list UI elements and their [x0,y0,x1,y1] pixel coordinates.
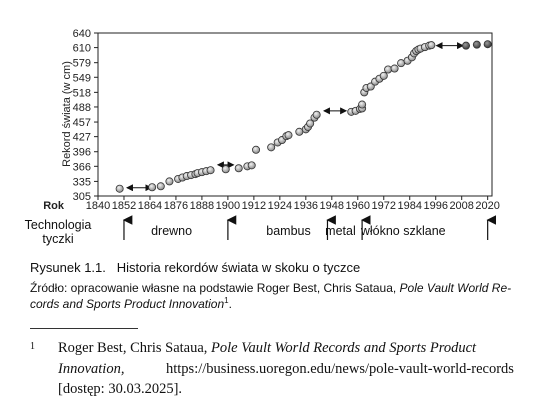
source-title-part-2: cords and Sports Product Innovation [30,297,225,311]
record-point [284,131,293,140]
record-point [156,182,165,191]
record-point [379,71,388,80]
source-suffix: . [228,297,232,311]
y-tick-label: 579 [73,58,91,70]
record-point [306,119,315,128]
material-label: drewno [151,224,192,238]
y-tick-label: 610 [73,43,91,55]
record-point [165,177,174,186]
record-point [148,183,157,192]
x-tick-label: 1948 [320,200,344,212]
y-tick-label: 518 [73,87,91,99]
source-line-2: cords and Sports Product Innovation1. [30,296,232,311]
footnote-line-3: [dostęp: 30.03.2025]. [58,381,183,397]
footnote-url-link[interactable]: https://business.uoregon.edu/news/pole-v… [166,361,514,377]
y-tick-label: 335 [73,176,91,188]
x-tick-label: 2020 [475,200,499,212]
x-tick-label: 1888 [190,200,214,212]
record-point [206,166,215,175]
x-tick-label: 1840 [86,200,110,212]
record-point [252,145,261,154]
y-tick-label: 427 [73,132,91,144]
y-tick-label: 457 [73,117,91,129]
record-point [267,143,276,152]
plot-area [97,32,493,197]
footnote-authors: Roger Best, Chris Sataua, [58,340,212,356]
ticks-layer: 305 335 366 396 427 457 488 518 549 579 610 640 1840… [73,28,500,212]
record-point [427,41,436,50]
x-tick-label: 2008 [449,200,473,212]
y-tick-label: 396 [73,147,91,159]
footnote-title-part-2: Innovation, [58,361,125,377]
figure-title: Historia rekordów świata w skoku o tyczc… [116,260,361,275]
x-tick-label: 1984 [397,200,421,212]
record-point [483,40,492,49]
footnote-line-1: Roger Best, Chris Sataua, Pole Vault Wor… [58,340,476,357]
footnote-rule [30,328,138,329]
x-tick-label: 1900 [216,200,240,212]
figure-caption: Rysunek 1.1. Historia rekordów świata w … [30,260,360,275]
record-point [312,110,321,119]
record-point [115,184,124,193]
x-tick-label: 1936 [294,200,318,212]
footnote-title-part-1: Pole Vault World Records and Sports Prod… [211,340,477,356]
y-tick-label: 488 [73,102,91,114]
x-tick-label: 1912 [242,200,266,212]
footnote-reference: 1 [224,296,229,305]
material-label: włókno szklane [360,224,446,238]
record-point [390,64,399,73]
technology-label: tyczki [42,232,73,246]
x-tick-label: 1924 [268,200,292,212]
x-tick-label: 1876 [164,200,188,212]
y-tick-label: 549 [73,72,91,84]
record-point [247,161,256,170]
y-axis-label: Rekord świata (w cm) [61,61,73,167]
footnote-line-2: Innovation, https://business.uoregon.edu… [58,361,514,378]
y-tick-label: 305 [73,191,91,203]
source-title-part-1: Pole Vault World Re- [399,281,512,295]
source-line-1: Źródło: opracowanie własne na podstawie … [30,281,511,295]
record-point [358,100,367,109]
source-prefix: Źródło: opracowanie własne na podstawie … [30,281,400,295]
x-tick-label: 1852 [112,200,136,212]
material-label: bambus [266,224,310,238]
arrows-layer [125,42,465,192]
record-point [384,65,393,74]
figure-number: Rysunek 1.1. [30,260,106,275]
technology-label: Technologia [25,218,92,232]
x-tick-label: 1972 [372,200,396,212]
footnote-mark: 1 [30,341,35,352]
x-tick-label: 1864 [138,200,162,212]
plot-frame [97,32,493,197]
x-tick-label: 1996 [423,200,447,212]
points-layer [115,40,492,193]
record-point [221,165,230,174]
record-point [234,164,243,173]
y-tick-label: 640 [73,28,91,40]
x-tick-label: 1960 [346,200,370,212]
record-point [462,41,471,50]
y-tick-label: 366 [73,161,91,173]
record-point [472,40,481,49]
pole-vault-record-chart: 305 335 366 396 427 457 488 518 549 579 610 640 1840… [25,28,500,246]
material-label: metal [325,224,356,238]
x-axis-label: Rok [43,200,65,212]
